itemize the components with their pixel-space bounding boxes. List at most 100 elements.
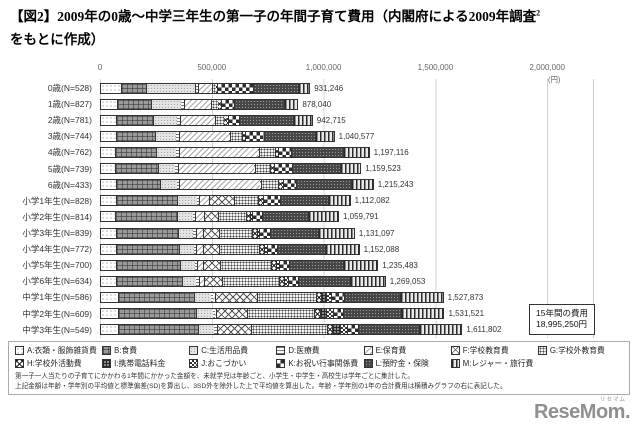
stacked-bar: [100, 195, 351, 207]
segment-E: [197, 260, 204, 270]
stacked-bar: [100, 308, 445, 320]
legend-swatch-G: [537, 346, 547, 355]
x-axis-tick: 2,000,000: [529, 63, 565, 72]
segment-I: [332, 325, 340, 335]
stacked-bar: [100, 82, 311, 94]
segment-E: [177, 164, 254, 174]
legend-label: H:学校外活動費: [27, 359, 82, 368]
segment-M: [342, 260, 378, 270]
segment-H: [270, 260, 276, 270]
legend-swatch-E: [363, 346, 373, 355]
segment-G: [247, 309, 315, 319]
segment-H: [252, 228, 257, 238]
bar-row: 0歳(N=528) 931,246: [0, 80, 640, 96]
fifteen-year-total-box: 15年間の費用 18,995,250円: [529, 304, 595, 335]
segment-A: [101, 276, 116, 286]
segment-M: [308, 212, 338, 222]
segment-J: [339, 325, 348, 335]
segment-K: [282, 180, 297, 190]
segment-M: [293, 115, 312, 125]
legend-label: F:学校教育費: [462, 346, 509, 355]
row-label: 小学5年生(N=700): [22, 260, 92, 271]
segment-B: [117, 292, 194, 302]
segment-E: [179, 115, 215, 125]
resemom-logo-text: ReseMom.: [533, 401, 631, 423]
legend-item-G: G:学校外教育費: [537, 345, 623, 356]
bar-row: 小学6年生(N=634) 1,269,053: [0, 273, 640, 289]
segment-K: [245, 131, 265, 141]
stacked-bar: [100, 275, 386, 287]
segment-E: [198, 83, 213, 93]
legend-label: M:レジャー・旅行費: [462, 359, 534, 368]
segment-H: [278, 180, 283, 190]
segment-I: [256, 228, 258, 238]
segment-C: [196, 309, 213, 319]
segment-G: [250, 325, 327, 335]
bar-value-label: 1,152,088: [363, 244, 400, 254]
bar-row: 4歳(N=762) 1,197,116: [0, 144, 640, 160]
segment-G: [261, 180, 279, 190]
segment-M: [297, 83, 310, 93]
segment-M: [284, 99, 298, 109]
segment-M: [418, 325, 462, 335]
bar-row: 1歳(N=827) 878,040: [0, 96, 640, 112]
legend: A:衣類・服飾雑貨費 B:食費 C:生活用品費 D:医療費 E:保育費 F:学校教育費 G:…: [15, 345, 623, 369]
segment-C: [157, 164, 176, 174]
segment-B: [115, 164, 158, 174]
row-label: 3歳(N=744): [47, 131, 92, 142]
bar-value-label: 942,715: [316, 115, 346, 125]
legend-swatch-L: [363, 359, 373, 368]
segment-H: [215, 83, 218, 93]
segment-E: [215, 309, 217, 319]
segment-C: [178, 244, 194, 254]
legend-item-J: J:おこづかい: [189, 358, 274, 369]
legend-item-A: A:衣類・服飾雑貨費: [15, 345, 100, 356]
segment-D: [195, 83, 199, 93]
row-label: 5歳(N=739): [47, 163, 92, 174]
footnote-line-2: 上記金額は年齢・学年別の平均値と標準偏差(SD)を算出し、3SD外を除外した上で…: [15, 382, 507, 390]
segment-D: [210, 292, 214, 302]
bar-row: 2歳(N=781) 942,715: [0, 112, 640, 128]
segment-D: [196, 276, 199, 286]
row-label: 1歳(N=827): [47, 99, 92, 110]
segment-D: [214, 325, 217, 335]
segment-F: [217, 325, 251, 335]
legend-label: B:食費: [114, 346, 138, 355]
segment-I: [283, 276, 286, 286]
stacked-bar: [100, 227, 355, 239]
legend-swatch-B: [102, 346, 112, 355]
segment-K: [227, 115, 240, 125]
segment-J: [250, 212, 253, 222]
segment-L: [357, 325, 419, 335]
bar-row: 小学1年生(N=828) 1,112,082: [0, 193, 640, 209]
segment-D: [177, 180, 180, 190]
legend-swatch-H: [15, 359, 24, 368]
legend-box: A:衣類・服飾雑貨費 B:食費 C:生活用品費 D:医療費 E:保育費 F:学校教育費 G:…: [8, 341, 630, 396]
bar-value-label: 1,531,521: [448, 309, 485, 319]
segment-C: [181, 276, 197, 286]
segment-F: [202, 244, 220, 254]
legend-label: D:医療費: [288, 346, 320, 355]
segment-E: [199, 196, 210, 206]
legend-swatch-K: [276, 359, 286, 368]
segment-K: [259, 228, 270, 238]
segment-L: [296, 180, 352, 190]
segment-J: [264, 244, 267, 254]
legend-swatch-A: [15, 346, 24, 355]
segment-B: [115, 115, 153, 125]
legend-swatch-C: [189, 346, 199, 355]
bar-row: 3歳(N=744) 1,040,577: [0, 128, 640, 144]
segment-L: [288, 260, 343, 270]
segment-B: [118, 325, 199, 335]
segment-B: [115, 260, 181, 270]
segment-C: [194, 292, 211, 302]
x-axis-tick: 500,000: [197, 63, 227, 72]
segment-F: [214, 292, 258, 302]
stacked-bar: [100, 211, 339, 223]
segment-B: [115, 212, 177, 222]
segment-C: [177, 228, 194, 238]
segment-A: [101, 228, 116, 238]
segment-K: [347, 325, 358, 335]
segment-C: [159, 180, 177, 190]
legend-item-M: M:レジャー・旅行費: [450, 358, 536, 369]
